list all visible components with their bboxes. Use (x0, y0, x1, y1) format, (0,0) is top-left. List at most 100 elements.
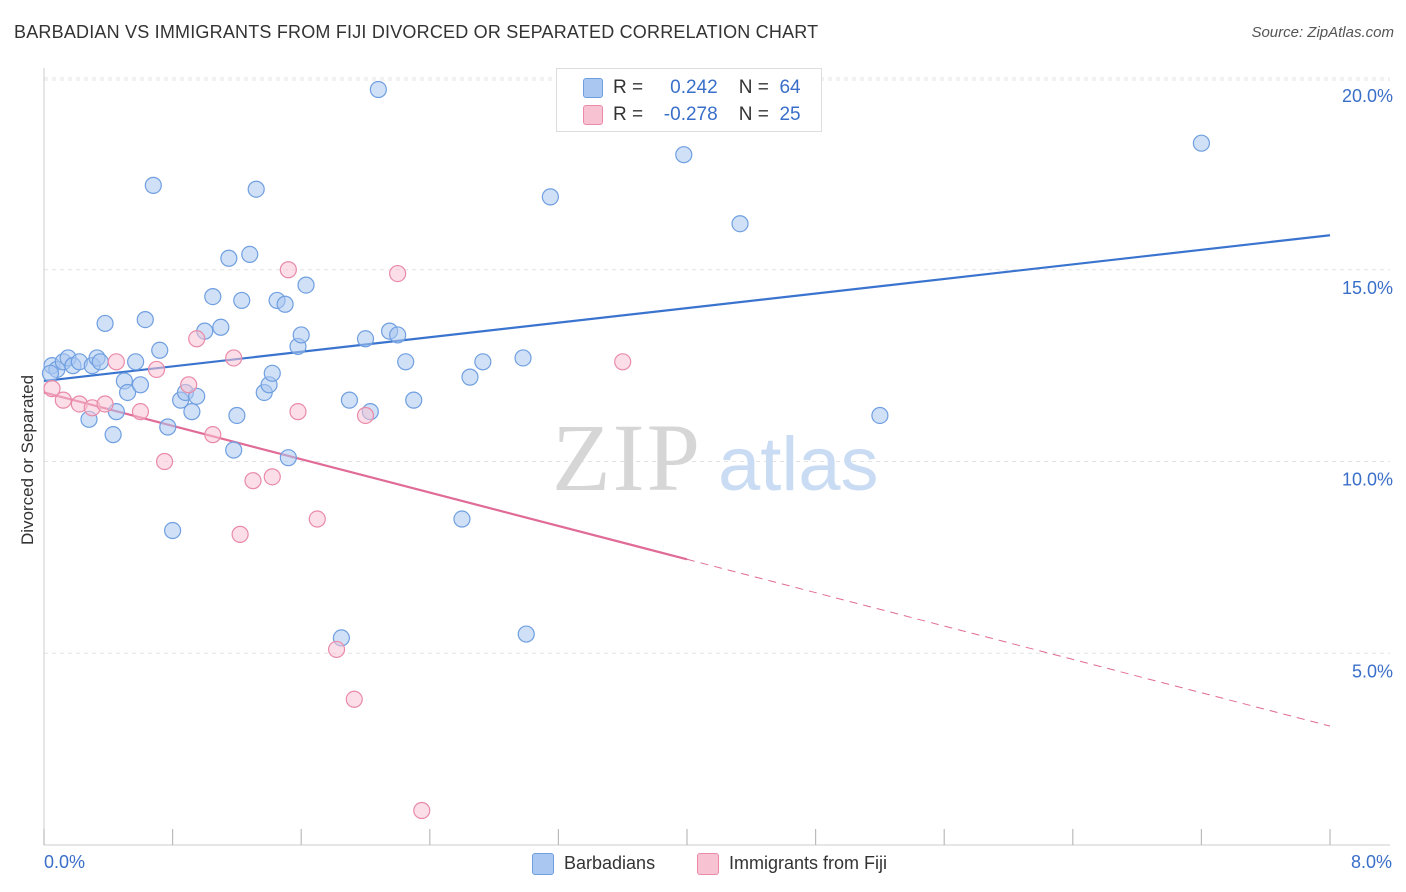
point-barbadians (517, 625, 535, 643)
legend-text: R = 0.242 N = 64 (613, 77, 801, 99)
point-fiji (131, 403, 150, 421)
n-value: 25 (779, 104, 801, 125)
point-fiji (389, 264, 407, 283)
point-barbadians (96, 314, 114, 333)
point-fiji (327, 640, 346, 659)
watermark-atlas: atlas (718, 422, 879, 507)
data-points (41, 80, 1211, 820)
n-label: N = (738, 77, 769, 98)
point-barbadians (144, 176, 162, 194)
point-fiji (180, 376, 198, 394)
n-label: N = (738, 104, 769, 125)
trend-line-extrapolated (686, 558, 1331, 727)
point-fiji (54, 391, 72, 409)
point-fiji (147, 360, 166, 379)
point-barbadians (356, 330, 375, 348)
point-fiji (43, 380, 61, 398)
point-barbadians (474, 353, 492, 371)
point-barbadians (212, 318, 230, 336)
bottom-legend-swatch (532, 853, 554, 875)
r-value: 0.242 (670, 77, 718, 98)
point-fiji (107, 353, 125, 371)
point-fiji (356, 406, 375, 425)
point-barbadians (675, 146, 693, 164)
legend-text: R = -0.278 N = 25 (613, 104, 801, 126)
point-barbadians (183, 403, 201, 421)
point-barbadians (220, 249, 238, 267)
point-barbadians (233, 291, 251, 310)
x-tick-label-min: 0.0% (44, 852, 86, 872)
bottom-legend-label: Immigrants from Fiji (729, 853, 888, 873)
correlation-legend: R = 0.242 N = 64 R = -0.278 N = 25 (556, 68, 822, 132)
point-barbadians (369, 80, 387, 99)
axes (43, 68, 1390, 846)
y-tick-label: 10.0% (1342, 470, 1393, 490)
point-barbadians (461, 368, 479, 386)
point-barbadians (731, 215, 749, 233)
y-axis-label: Divorced or Separated (18, 374, 37, 546)
trend-line (43, 234, 1331, 383)
point-barbadians (279, 449, 297, 467)
point-barbadians (297, 276, 315, 294)
legend-swatch-fiji (583, 105, 603, 125)
point-barbadians (263, 364, 281, 382)
point-barbadians (541, 188, 559, 206)
point-barbadians (204, 287, 222, 306)
point-fiji (279, 261, 297, 279)
point-barbadians (91, 353, 109, 371)
bottom-legend-label: Barbadians (564, 853, 656, 873)
watermark: ZIP atlas (552, 404, 879, 511)
point-fiji (413, 801, 431, 820)
point-fiji (244, 472, 262, 490)
point-barbadians (1192, 134, 1211, 152)
point-barbadians (340, 391, 359, 409)
point-barbadians (276, 295, 294, 313)
point-barbadians (405, 391, 423, 409)
point-barbadians (871, 406, 889, 425)
point-barbadians (131, 376, 150, 394)
x-tick-label-max: 8.0% (1350, 852, 1392, 872)
r-value: -0.278 (663, 104, 718, 125)
source-label: Source: ZipAtlas.com (1251, 24, 1394, 41)
point-barbadians (292, 326, 310, 344)
y-tick-label: 20.0% (1342, 86, 1393, 106)
point-barbadians (514, 349, 532, 367)
point-fiji (204, 426, 222, 444)
point-barbadians (164, 521, 182, 540)
point-fiji (96, 395, 114, 413)
point-fiji (188, 330, 206, 348)
point-fiji (263, 468, 281, 486)
y-tick-label: 15.0% (1342, 278, 1393, 298)
trend-line (43, 391, 688, 561)
point-fiji (289, 403, 307, 421)
point-fiji (231, 525, 249, 543)
point-barbadians (118, 383, 137, 402)
r-label: R = (613, 104, 644, 125)
trend-lines (43, 234, 1331, 727)
chart-title: BARBADIAN VS IMMIGRANTS FROM FIJI DIVORC… (14, 22, 819, 42)
point-barbadians (159, 418, 177, 436)
point-barbadians (127, 353, 145, 371)
point-barbadians (241, 245, 259, 264)
point-fiji (345, 690, 363, 708)
point-barbadians (228, 406, 246, 425)
legend-swatch-barbadians (583, 78, 603, 98)
point-barbadians (104, 426, 122, 444)
point-barbadians (453, 510, 471, 528)
n-value: 64 (779, 77, 801, 98)
point-barbadians (225, 441, 243, 459)
point-fiji (308, 510, 326, 528)
point-fiji (225, 349, 243, 367)
y-tick-label: 5.0% (1352, 661, 1393, 681)
y-tick-labels: 5.0% 10.0% 15.0% 20.0% (1342, 86, 1393, 681)
watermark-zip: ZIP (552, 404, 702, 511)
r-label: R = (613, 77, 644, 98)
point-barbadians (397, 353, 415, 371)
point-barbadians (389, 326, 407, 344)
point-barbadians (151, 341, 169, 359)
point-barbadians (247, 180, 265, 198)
point-fiji (155, 452, 174, 471)
point-fiji (614, 353, 632, 371)
bottom-legend-swatch (697, 853, 719, 875)
